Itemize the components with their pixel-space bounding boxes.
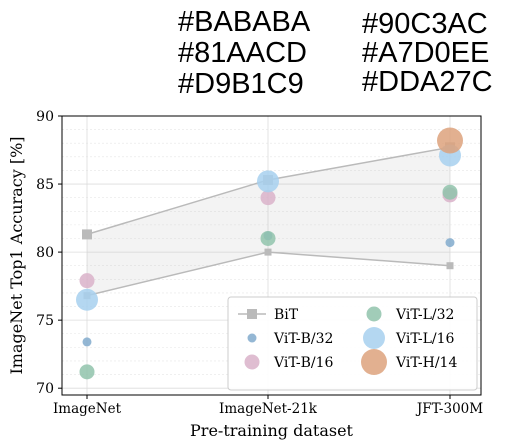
legend-marker-vit-l-32: [366, 306, 382, 322]
plot-frame: [61, 115, 482, 396]
y-tick-label: 90: [36, 109, 54, 125]
y-tick-label: 80: [36, 245, 54, 261]
point-vit-l-32: [79, 364, 95, 380]
point-bit: [82, 229, 92, 240]
x-tick-label: ImageNet-21k: [219, 401, 318, 417]
point-vit-l-32: [442, 184, 458, 200]
point-vit-h-14: [437, 127, 463, 154]
point-vit-l-16: [76, 288, 98, 311]
point-vit-b-32: [445, 238, 455, 248]
legend-label: ViT-L/32: [395, 307, 454, 323]
color-caption-right-1: #90C3AC: [362, 8, 488, 40]
legend-label: ViT-H/14: [395, 355, 457, 371]
y-tick-label: 70: [36, 381, 54, 397]
legend-marker-vit-l-16: [363, 327, 385, 349]
x-axis-label: Pre-training dataset: [190, 421, 354, 440]
legend-label: ViT-B/32: [273, 331, 333, 347]
x-tick-label: ImageNet: [53, 401, 122, 417]
point-vit-b-16: [260, 190, 276, 206]
legend-box: [227, 296, 478, 391]
legend-label: ViT-L/16: [395, 331, 455, 347]
color-caption-left-3: #D9B1C9: [178, 68, 304, 100]
point-vit-l-32: [260, 230, 276, 246]
color-caption-left-1: #BABABA: [178, 6, 311, 38]
color-caption-left-2: #81AACD: [178, 37, 307, 69]
legend-label: BiT: [274, 307, 299, 323]
y-tick-label: 85: [36, 177, 54, 193]
point-vit-b-16: [79, 273, 95, 289]
color-caption-right-3: #DDA27C: [362, 66, 493, 98]
legend-marker-vit-b-16: [244, 354, 260, 370]
point-vit-l-16: [257, 170, 279, 193]
y-axis-label: ImageNet Top1 Accuracy [%]: [7, 136, 26, 374]
color-caption-right-2: #A7D0EE: [362, 37, 490, 69]
bit-lower-marker: [446, 262, 454, 270]
point-vit-b-32: [82, 337, 92, 347]
bit-lower-marker: [264, 248, 272, 256]
legend-marker-bit: [247, 309, 257, 319]
legend-marker-vit-b-32: [247, 333, 257, 343]
bit-range-band: [87, 147, 450, 296]
legend-marker-vit-h-14: [361, 349, 387, 375]
legend-label: ViT-B/16: [273, 355, 334, 371]
x-tick-label: JFT-300M: [415, 401, 483, 417]
y-tick-label: 75: [36, 313, 54, 329]
